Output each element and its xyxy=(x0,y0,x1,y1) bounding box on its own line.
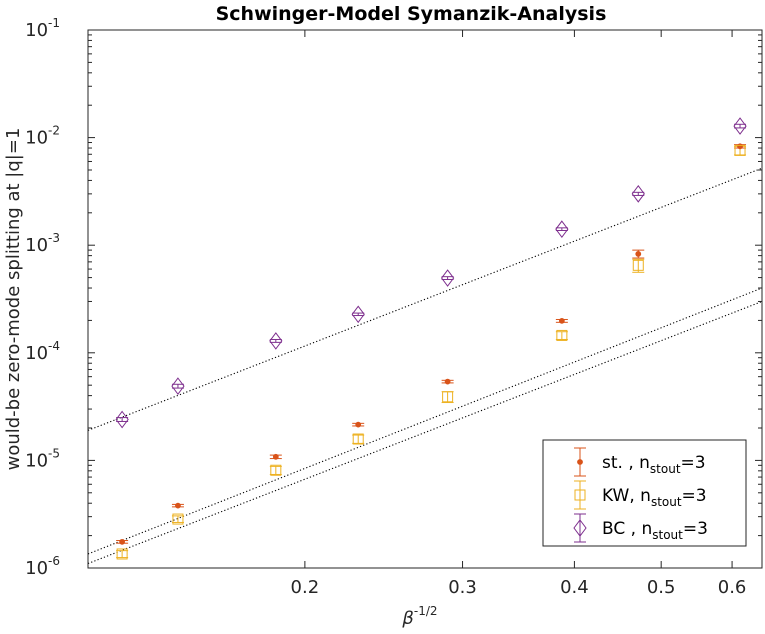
y-tick-label: 10-2 xyxy=(25,124,60,149)
y-axis-label: would-be zero-mode splitting at |q|=1 xyxy=(3,128,24,471)
data-point-series-1 xyxy=(444,378,451,385)
y-tick-label: 10-4 xyxy=(25,339,60,364)
y-tick-label-exponent: -5 xyxy=(48,446,60,460)
y-tick-label: 10-1 xyxy=(25,16,60,41)
y-tick-label-base: 10 xyxy=(25,343,48,364)
chart-title: Schwinger-Model Symanzik-Analysis xyxy=(216,3,607,25)
data-point-series-3 xyxy=(115,410,129,429)
y-tick-label-exponent: -3 xyxy=(48,231,60,245)
y-tick-label-base: 10 xyxy=(25,235,48,256)
data-point-series-3 xyxy=(440,269,455,287)
x-tick-label: 0.3 xyxy=(448,577,477,598)
legend-label-subscript: stout xyxy=(651,495,682,509)
data-point-series-1 xyxy=(272,453,279,460)
data-point-series-1 xyxy=(737,143,743,150)
legend-label-subscript: stout xyxy=(650,462,681,476)
legend-marker xyxy=(577,459,583,465)
x-tick-label: 0.5 xyxy=(647,577,676,598)
y-tick-label-exponent: -4 xyxy=(48,339,60,353)
data-point-series-1 xyxy=(635,251,642,257)
data-point-series-1 xyxy=(175,502,181,509)
legend-label: KW, nstout=3 xyxy=(602,486,707,509)
y-tick-label-exponent: -1 xyxy=(48,16,60,30)
data-point-series-2 xyxy=(172,513,184,525)
data-point-series-3 xyxy=(631,185,645,203)
y-tick-label-exponent: -2 xyxy=(48,124,60,138)
y-tick-label-base: 10 xyxy=(25,128,48,149)
legend-label-suffix: =3 xyxy=(681,453,706,473)
data-point-series-2 xyxy=(270,464,282,476)
y-tick-label-exponent: -6 xyxy=(48,554,60,568)
y-tick-label-base: 10 xyxy=(25,20,48,41)
data-point-series-3 xyxy=(171,377,185,395)
legend-label-suffix: =3 xyxy=(683,519,708,539)
y-tick-label: 10-3 xyxy=(25,231,60,256)
fit-line-1 xyxy=(87,167,763,431)
data-point-series-1 xyxy=(355,421,362,428)
data-point-series-2 xyxy=(116,548,128,560)
fit-lines xyxy=(87,167,763,565)
legend: st. , nstout=3KW, nstout=3BC , nstout=3 xyxy=(542,439,747,547)
data-point-series-2 xyxy=(556,329,568,341)
x-tick-label: 0.2 xyxy=(291,577,320,598)
y-axis-ticks: 10-610-510-410-310-210-1 xyxy=(25,16,762,579)
data-markers xyxy=(115,117,747,560)
data-point-series-2 xyxy=(632,259,644,271)
data-point-series-1 xyxy=(558,317,565,324)
legend-label-suffix: =3 xyxy=(682,486,707,506)
x-axis-ticks: 0.2 0.3 0.4 0.5 0.6 xyxy=(291,30,747,598)
y-tick-label-base: 10 xyxy=(25,450,48,471)
data-point-series-1 xyxy=(119,538,126,545)
legend-label-prefix: KW, n xyxy=(602,486,651,506)
x-tick-label: 0.6 xyxy=(718,577,747,598)
x-axis-label: β-1/2 xyxy=(401,604,437,629)
legend-label: BC , nstout=3 xyxy=(602,519,708,542)
x-axis-label-base: β xyxy=(401,608,414,629)
y-tick-label: 10-6 xyxy=(25,554,60,579)
x-tick-label: 0.4 xyxy=(560,577,589,598)
legend-label-subscript: stout xyxy=(652,528,683,542)
fit-line-3 xyxy=(87,300,763,565)
data-point-series-2 xyxy=(352,433,364,445)
legend-label-prefix: st. , n xyxy=(602,453,650,473)
data-point-series-3 xyxy=(269,332,283,350)
legend-label: st. , nstout=3 xyxy=(602,453,706,476)
plot-area xyxy=(87,29,763,569)
y-tick-label-base: 10 xyxy=(25,558,48,579)
data-point-series-3 xyxy=(351,305,365,324)
data-point-series-2 xyxy=(734,144,746,156)
data-point-series-3 xyxy=(555,220,569,238)
legend-box xyxy=(542,439,747,547)
data-point-series-2 xyxy=(442,391,454,403)
legend-marker xyxy=(574,489,586,501)
legend-label-prefix: BC , n xyxy=(602,519,652,539)
data-point-series-3 xyxy=(733,117,747,135)
x-axis-label-superscript: -1/2 xyxy=(414,604,438,618)
legend-marker xyxy=(573,519,587,537)
axes-box xyxy=(87,29,763,569)
y-tick-label: 10-5 xyxy=(25,446,60,471)
